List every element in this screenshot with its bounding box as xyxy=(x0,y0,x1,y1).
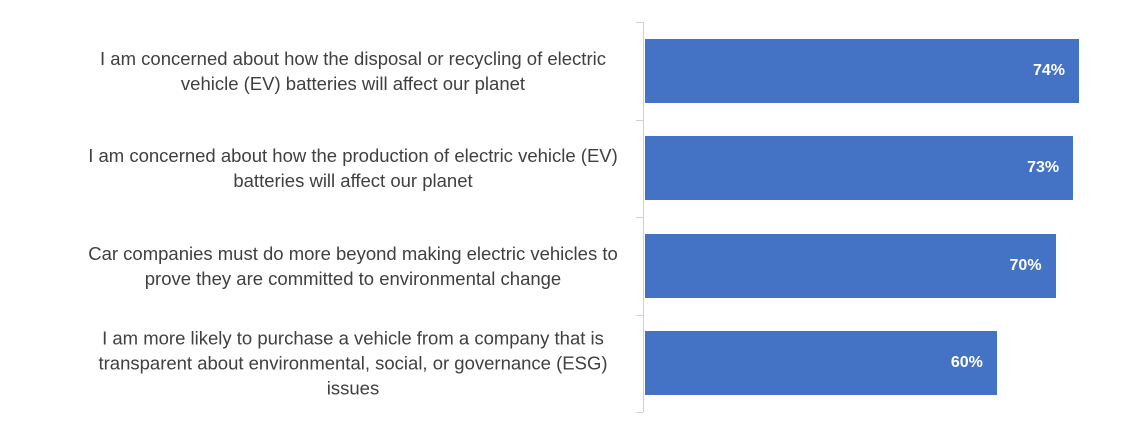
category-separator xyxy=(636,22,643,23)
category-label: I am more likely to purchase a vehicle f… xyxy=(98,327,608,399)
value-label: 70% xyxy=(1009,256,1042,274)
bar xyxy=(645,38,1079,103)
category-label: I am concerned about how the production … xyxy=(88,145,618,192)
axis-line xyxy=(643,22,644,412)
bar xyxy=(645,136,1074,201)
value-label: 73% xyxy=(1027,159,1060,177)
category-separator xyxy=(636,412,643,413)
bar xyxy=(645,233,1056,298)
category-label: Car companies must do more beyond making… xyxy=(88,242,618,289)
value-label: 60% xyxy=(950,354,983,372)
value-label: 74% xyxy=(1032,61,1065,79)
bar xyxy=(645,331,997,396)
category-separator xyxy=(636,314,643,316)
category-separator xyxy=(636,217,643,218)
category-label: I am concerned about how the disposal or… xyxy=(100,47,606,94)
category-separator xyxy=(636,119,643,121)
